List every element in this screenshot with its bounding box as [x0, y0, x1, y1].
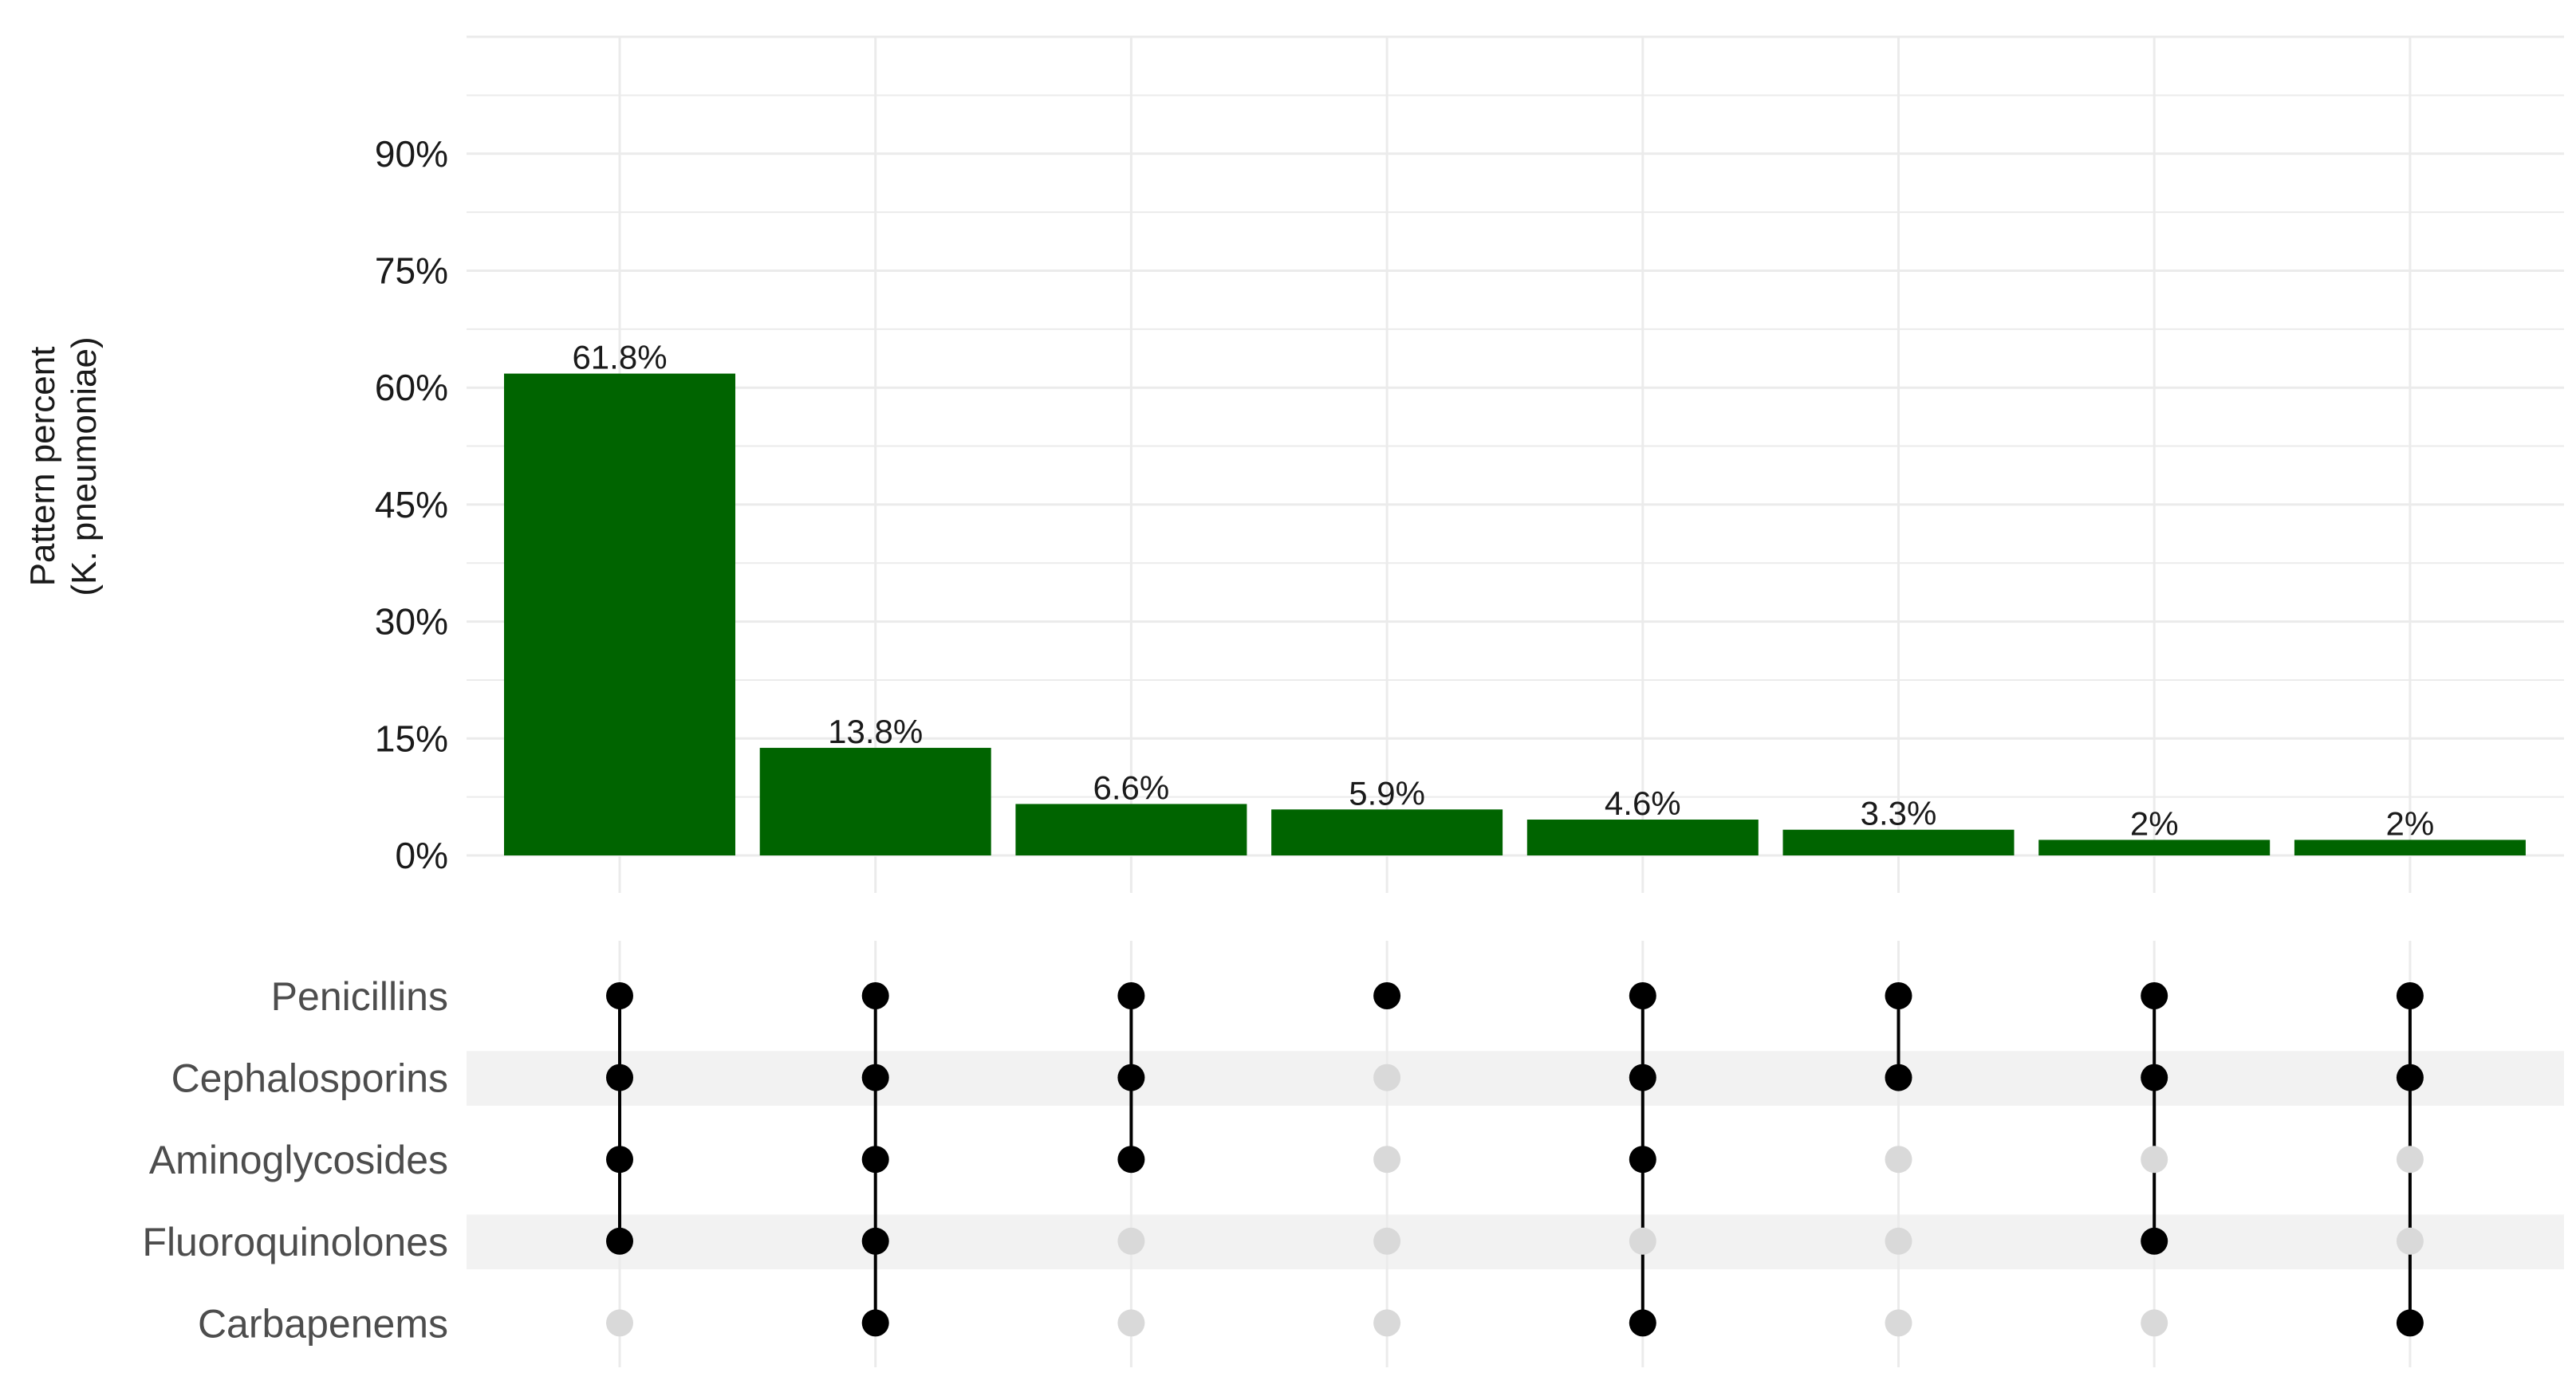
dot-empty — [1885, 1309, 1912, 1337]
bar-value-label: 13.8% — [828, 713, 923, 750]
dot-filled — [1117, 982, 1145, 1009]
dot-empty — [1885, 1227, 1912, 1255]
dot-empty — [1885, 1146, 1912, 1174]
set-label: Cephalosporins — [171, 1056, 448, 1101]
y-tick-label: 60% — [375, 367, 448, 408]
matrix-stripe — [467, 1214, 2564, 1270]
bar — [759, 748, 991, 855]
bar — [1526, 820, 1759, 855]
set-label: Carbapenems — [198, 1301, 448, 1346]
bar — [1015, 804, 1247, 855]
bar — [2038, 840, 2271, 855]
dot-empty — [1373, 1146, 1401, 1174]
dot-filled — [606, 1227, 633, 1255]
dot-filled — [606, 1146, 633, 1174]
y-axis-label-line: (K. pneumoniae) — [65, 336, 104, 596]
bar — [1271, 809, 1503, 855]
dot-filled — [1629, 1309, 1656, 1337]
dot-filled — [1885, 982, 1912, 1009]
dot-empty — [2396, 1146, 2424, 1174]
bar-value-label: 4.6% — [1605, 784, 1681, 822]
dot-empty — [2141, 1146, 2168, 1174]
dot-empty — [1629, 1227, 1656, 1255]
matrix-stripe — [467, 1051, 2564, 1106]
dot-filled — [2396, 982, 2424, 1009]
dot-filled — [1117, 1146, 1145, 1174]
dot-filled — [2396, 1064, 2424, 1091]
dot-filled — [1629, 1146, 1656, 1174]
bar — [2294, 840, 2526, 855]
set-label: Penicillins — [271, 974, 448, 1019]
dot-filled — [861, 1064, 889, 1091]
y-axis-label: Pattern percent(K. pneumoniae) — [23, 336, 104, 596]
dot-empty — [2396, 1227, 2424, 1255]
bar — [504, 373, 735, 855]
set-label: Aminoglycosides — [149, 1138, 448, 1182]
dot-empty — [2141, 1309, 2168, 1337]
dot-empty — [1373, 1227, 1401, 1255]
dot-filled — [1373, 982, 1401, 1009]
dot-filled — [606, 1064, 633, 1091]
dot-filled — [861, 1309, 889, 1337]
bar-value-label: 5.9% — [1349, 774, 1425, 812]
bar-value-label: 2% — [2130, 804, 2179, 842]
y-tick-label: 45% — [375, 484, 448, 525]
y-tick-label: 15% — [375, 718, 448, 759]
bar-value-label: 3.3% — [1861, 795, 1937, 832]
y-tick-label: 90% — [375, 133, 448, 175]
dot-empty — [606, 1309, 633, 1337]
y-tick-label: 30% — [375, 601, 448, 643]
bar-value-label: 6.6% — [1093, 769, 1170, 806]
y-tick-label: 0% — [396, 835, 448, 876]
dot-empty — [1373, 1309, 1401, 1337]
dot-filled — [861, 982, 889, 1009]
dot-filled — [2396, 1309, 2424, 1337]
y-axis-label-line: Pattern percent — [23, 347, 62, 587]
dot-filled — [606, 982, 633, 1009]
dot-filled — [2141, 982, 2168, 1009]
dot-filled — [861, 1146, 889, 1174]
dot-filled — [1629, 1064, 1656, 1091]
dot-empty — [1117, 1309, 1145, 1337]
dot-filled — [1885, 1064, 1912, 1091]
dot-empty — [1117, 1227, 1145, 1255]
y-tick-label: 75% — [375, 250, 448, 292]
dot-filled — [861, 1227, 889, 1255]
dot-filled — [1117, 1064, 1145, 1091]
dot-filled — [2141, 1227, 2168, 1255]
bar — [1782, 829, 2015, 855]
dot-empty — [1373, 1064, 1401, 1091]
set-label: Fluoroquinolones — [142, 1220, 448, 1264]
dot-filled — [1629, 982, 1656, 1009]
bar-value-label: 2% — [2386, 804, 2435, 842]
bar-value-label: 61.8% — [572, 339, 667, 376]
dot-filled — [2141, 1064, 2168, 1091]
